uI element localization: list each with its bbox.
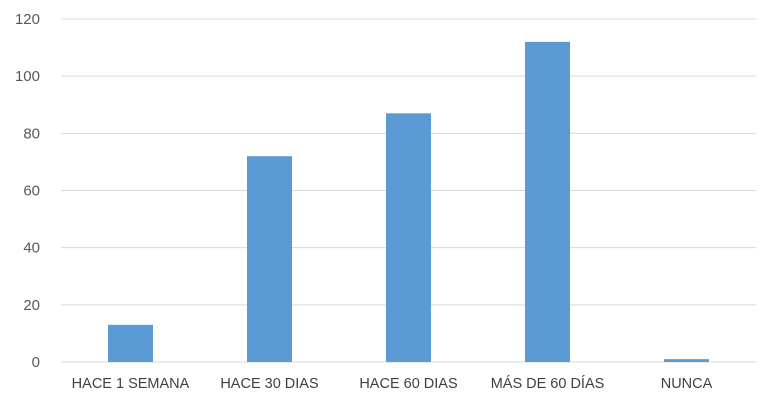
y-axis-ticks: 0 20 40 60 80 100 120 xyxy=(15,11,40,371)
bar xyxy=(108,324,153,362)
bars xyxy=(108,41,709,362)
y-tick-label: 120 xyxy=(15,11,40,28)
bar xyxy=(664,359,709,362)
y-tick-label: 40 xyxy=(23,240,40,257)
y-tick-label: 0 xyxy=(32,354,40,371)
y-tick-label: 80 xyxy=(23,125,40,142)
x-tick-label: HACE 60 DIAS xyxy=(359,376,457,392)
y-tick-label: 20 xyxy=(23,297,40,314)
x-axis-ticks: HACE 1 SEMANA HACE 30 DIAS HACE 60 DIAS MÁS… xyxy=(72,375,713,392)
bar xyxy=(386,113,431,362)
y-tick-label: 100 xyxy=(15,68,40,85)
x-tick-label: MÁS DE 60 DÍAS xyxy=(491,375,605,392)
x-tick-label: HACE 1 SEMANA xyxy=(72,376,190,392)
x-tick-label: NUNCA xyxy=(661,376,713,392)
bar xyxy=(525,41,570,362)
y-tick-label: 60 xyxy=(23,183,40,200)
x-tick-label: HACE 30 DIAS xyxy=(220,376,318,392)
bar xyxy=(247,156,292,362)
